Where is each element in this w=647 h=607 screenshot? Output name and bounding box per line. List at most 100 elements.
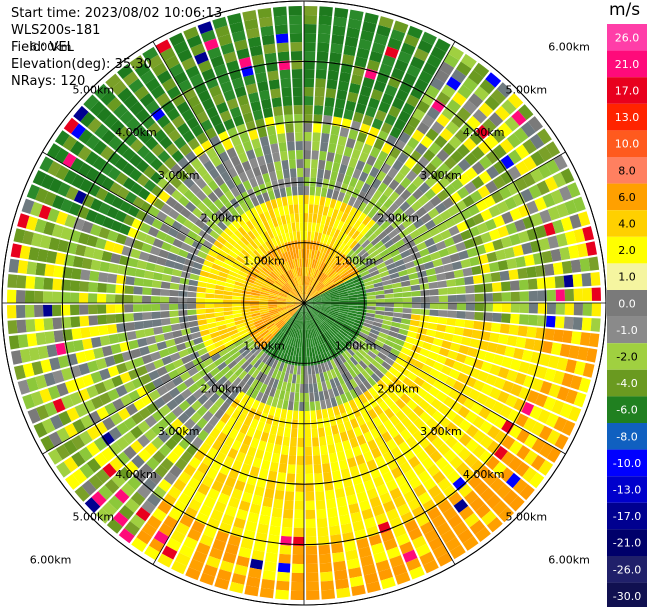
range-gate bbox=[329, 290, 339, 295]
range-gate bbox=[337, 422, 346, 434]
range-gate bbox=[201, 140, 213, 153]
range-gate bbox=[450, 150, 464, 164]
range-gate bbox=[273, 15, 288, 26]
range-gate bbox=[393, 307, 403, 313]
range-gate bbox=[297, 303, 304, 310]
range-gate bbox=[289, 364, 295, 375]
range-gate bbox=[374, 435, 385, 447]
range-gate bbox=[346, 283, 356, 289]
range-gate bbox=[350, 271, 360, 279]
range-gate bbox=[413, 257, 424, 267]
range-gate bbox=[339, 431, 349, 442]
range-gate bbox=[309, 309, 317, 317]
range-gate bbox=[366, 291, 376, 296]
range-gate bbox=[281, 243, 287, 253]
range-gate bbox=[448, 368, 461, 380]
range-gate bbox=[474, 293, 484, 302]
range-gate bbox=[271, 285, 281, 291]
range-gate bbox=[271, 507, 283, 518]
range-gate bbox=[35, 262, 46, 276]
range-gate bbox=[446, 318, 457, 326]
colorbar-segment bbox=[607, 423, 647, 450]
range-gate bbox=[436, 149, 450, 162]
azimuth-spoke bbox=[152, 302, 305, 565]
range-gate bbox=[205, 254, 216, 263]
range-gate bbox=[277, 304, 287, 306]
range-gate bbox=[325, 330, 333, 340]
range-gate bbox=[499, 270, 510, 281]
range-gate bbox=[267, 367, 275, 377]
range-gate bbox=[406, 182, 418, 195]
range-gate bbox=[234, 86, 247, 98]
range-gate bbox=[101, 250, 113, 262]
range-gate bbox=[319, 150, 327, 161]
range-gate bbox=[376, 262, 386, 270]
range-gate bbox=[324, 280, 333, 287]
range-gate bbox=[137, 448, 152, 463]
range-gate bbox=[268, 306, 278, 309]
range-gate bbox=[335, 355, 344, 366]
range-gate bbox=[358, 393, 368, 404]
range-gate bbox=[361, 369, 371, 380]
range-gate bbox=[246, 426, 256, 438]
range-gate bbox=[388, 267, 398, 275]
range-gate bbox=[333, 250, 341, 260]
range-gate bbox=[115, 172, 129, 186]
range-gate bbox=[431, 410, 444, 423]
range-gate bbox=[250, 217, 259, 228]
range-gate bbox=[323, 106, 334, 117]
range-gate bbox=[384, 303, 394, 308]
range-gate bbox=[43, 191, 57, 207]
range-gate bbox=[347, 289, 357, 294]
range-gate bbox=[304, 410, 311, 420]
range-gate bbox=[300, 329, 303, 339]
range-gate bbox=[219, 443, 231, 456]
range-gate bbox=[268, 303, 278, 305]
range-gate bbox=[409, 278, 420, 286]
range-gate bbox=[51, 194, 65, 210]
range-gate bbox=[164, 424, 177, 437]
range-gate bbox=[331, 248, 338, 258]
range-gate bbox=[215, 316, 225, 322]
range-gate bbox=[296, 311, 301, 320]
range-gate bbox=[393, 207, 404, 219]
range-gate bbox=[295, 132, 303, 142]
range-gate bbox=[310, 177, 317, 187]
range-gate bbox=[370, 427, 381, 439]
range-gate bbox=[250, 303, 260, 306]
range-gate bbox=[391, 321, 401, 328]
range-gate bbox=[352, 365, 361, 376]
range-gate bbox=[464, 512, 480, 528]
range-gate bbox=[181, 355, 192, 365]
range-gate bbox=[56, 382, 69, 397]
range-gate bbox=[380, 162, 392, 175]
range-gate bbox=[280, 408, 288, 419]
colorbar-tick-label: -17.0 bbox=[613, 510, 641, 523]
range-gate bbox=[73, 105, 89, 122]
range-gate bbox=[304, 222, 308, 232]
range-gate bbox=[315, 260, 320, 270]
range-gate bbox=[502, 489, 519, 506]
range-gate bbox=[295, 383, 300, 393]
range-gate bbox=[515, 413, 529, 428]
range-gate bbox=[348, 227, 357, 238]
range-gate bbox=[85, 167, 100, 182]
range-gate bbox=[364, 284, 375, 290]
range-gate bbox=[230, 398, 241, 409]
range-gate bbox=[411, 308, 421, 315]
range-gate bbox=[287, 141, 295, 151]
range-gate bbox=[326, 256, 334, 266]
range-gate bbox=[259, 233, 268, 243]
range-gate bbox=[107, 151, 122, 166]
range-gate bbox=[207, 322, 218, 329]
range-gate bbox=[256, 323, 266, 330]
range-gate bbox=[444, 408, 457, 421]
range-gate bbox=[207, 249, 218, 259]
range-gate bbox=[243, 74, 256, 86]
range-gate bbox=[313, 464, 322, 474]
range-gate bbox=[362, 21, 377, 33]
range-gate bbox=[306, 590, 320, 600]
range-gate bbox=[227, 12, 243, 25]
range-gate bbox=[416, 241, 427, 251]
range-gate bbox=[293, 319, 298, 329]
